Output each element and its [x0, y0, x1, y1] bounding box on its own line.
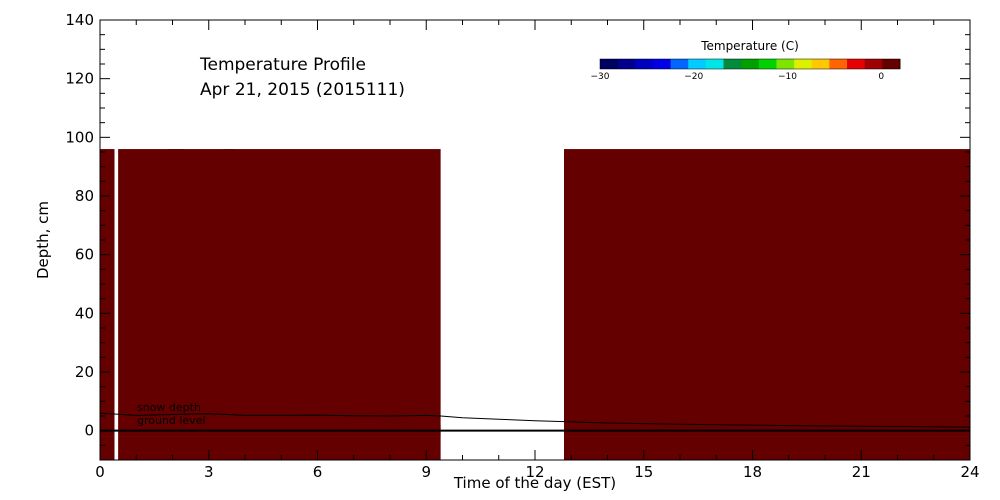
heatmap-regions	[100, 20, 970, 460]
colorbar-swatch	[811, 59, 830, 69]
colorbar-swatch	[758, 59, 777, 69]
colorbar-frame	[599, 58, 901, 70]
ground-level-annotation: ground level	[137, 414, 206, 427]
y-tick-label: 140	[65, 11, 94, 29]
colorbar-swatch	[670, 59, 689, 69]
x-tick-label: 9	[421, 463, 431, 481]
y-tick-label: 0	[84, 422, 94, 440]
colorbar-swatch	[794, 59, 813, 69]
x-tick-label: 21	[852, 463, 871, 481]
colorbar-title: Temperature (C)	[700, 39, 799, 53]
chart-title: Temperature Profile	[199, 55, 366, 75]
colorbar-swatch	[688, 59, 707, 69]
data-gap	[114, 20, 119, 460]
colorbar-swatch	[776, 59, 795, 69]
snow-depth-annotation: snow depth	[137, 401, 201, 414]
chart-subtitle: Apr 21, 2015 (2015111)	[200, 80, 405, 100]
heatmap-cell	[564, 149, 970, 437]
colorbar-tick-label: −20	[684, 72, 703, 82]
y-tick-label: 100	[65, 128, 94, 146]
x-tick-label: 18	[743, 463, 762, 481]
y-tick-label: 20	[75, 363, 94, 381]
colorbar-swatch	[741, 59, 760, 69]
colorbar-swatches	[599, 58, 901, 70]
y-tick-label: 40	[75, 304, 94, 322]
axis-tick-labels: 0 3 6 9 12 15 18 21 24 0 20 40 60 80 100 120 140	[65, 11, 979, 481]
colorbar-swatch	[652, 59, 672, 69]
heatmap-cell	[165, 351, 198, 396]
colorbar-swatch	[882, 59, 901, 69]
x-tick-label: 15	[634, 463, 653, 481]
x-tick-label: 24	[960, 463, 979, 481]
y-tick-label: 60	[75, 246, 94, 264]
colorbar-swatch	[723, 59, 742, 69]
axis-ticks	[99, 19, 971, 461]
colorbar-swatch	[847, 59, 866, 69]
snow-depth-line	[99, 412, 971, 428]
x-tick-label: 6	[313, 463, 323, 481]
x-axis-label: Time of the day (EST)	[453, 474, 616, 492]
colorbar-tick-label: 0	[878, 72, 884, 82]
colorbar-ticks: −30 −20 −10 0	[591, 72, 885, 82]
colorbar-tick-label: −30	[591, 72, 610, 82]
y-tick-label: 80	[75, 187, 94, 205]
colorbar-swatch	[617, 59, 636, 69]
colorbar-swatch	[829, 59, 848, 69]
profile-lines	[99, 412, 971, 432]
x-tick-label: 0	[95, 463, 105, 481]
colorbar-swatch	[600, 59, 619, 69]
heatmap-cell	[100, 436, 441, 460]
heatmap-cell	[168, 149, 184, 372]
data-gap	[440, 20, 564, 460]
heatmap-cell	[223, 149, 235, 396]
colorbar-swatch	[705, 59, 725, 69]
colorbar-swatch	[635, 59, 654, 69]
heatmap-cell	[100, 149, 441, 437]
colorbar-swatch	[864, 59, 883, 69]
x-tick-label: 12	[525, 463, 544, 481]
colorbar-tick-label: −10	[778, 72, 797, 82]
y-axis-label: Depth, cm	[34, 201, 52, 279]
x-tick-label: 3	[204, 463, 214, 481]
colorbar: Temperature (C) −30 −20 −10 0	[591, 39, 901, 82]
y-tick-label: 120	[65, 70, 94, 88]
heatmap-cell	[564, 436, 970, 460]
